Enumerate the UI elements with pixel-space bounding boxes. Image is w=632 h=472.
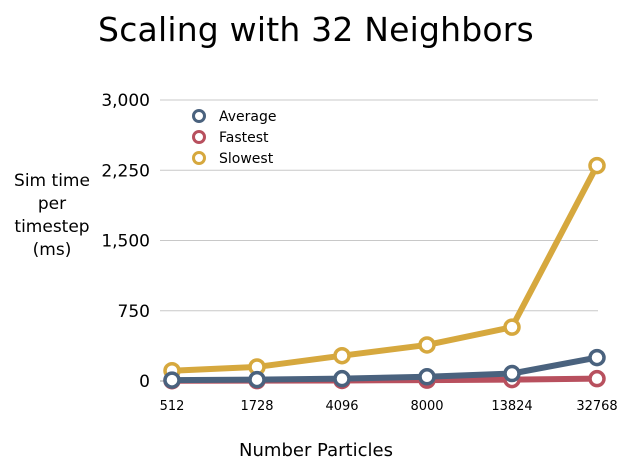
data-point [248,370,266,389]
legend-marker [192,130,206,144]
data-point [503,318,521,336]
x-tick-label: 13824 [491,399,532,414]
data-point [588,369,606,388]
series-line [169,354,600,384]
legend-item: Average [192,109,277,125]
data-point [333,369,351,388]
data-point [588,348,606,367]
data-point [333,346,351,365]
legend-marker [192,109,206,123]
chart-title: Scaling with 32 Neighbors [98,10,534,49]
legend-item: Fastest [192,130,269,146]
data-point [588,156,606,175]
y-tick-label: 2,250 [101,161,150,181]
series-line [169,162,600,374]
y-tick-labels: 0 750 1,500 2,250 3,000 [101,91,150,392]
legend-label: Fastest [219,130,269,146]
x-tick-label: 1728 [240,399,273,414]
data-point [418,368,436,386]
y-tick-label: 0 [139,372,150,392]
legend: Average Fastest Slowest [192,109,277,167]
series-slowest [163,156,606,380]
series-group [163,156,606,390]
y-axis-label: Sim time per timestep (ms) [14,171,90,260]
x-tick-labels: 512 1728 4096 8000 13824 32768 [160,399,618,414]
x-tick-label: 32768 [576,399,617,414]
legend-marker [192,151,206,165]
y-tick-label: 750 [118,302,150,322]
x-tick-label: 512 [160,399,185,414]
x-axis-label: Number Particles [239,440,393,461]
legend-item: Slowest [192,151,274,167]
legend-label: Slowest [219,151,274,167]
data-point [503,364,521,383]
data-point [418,336,436,354]
data-point [163,371,181,389]
x-tick-label: 8000 [410,399,443,414]
y-tick-label: 1,500 [101,232,150,252]
series-average [163,348,606,389]
y-tick-label: 3,000 [101,91,150,111]
legend-label: Average [219,109,277,125]
x-tick-label: 4096 [325,399,358,414]
